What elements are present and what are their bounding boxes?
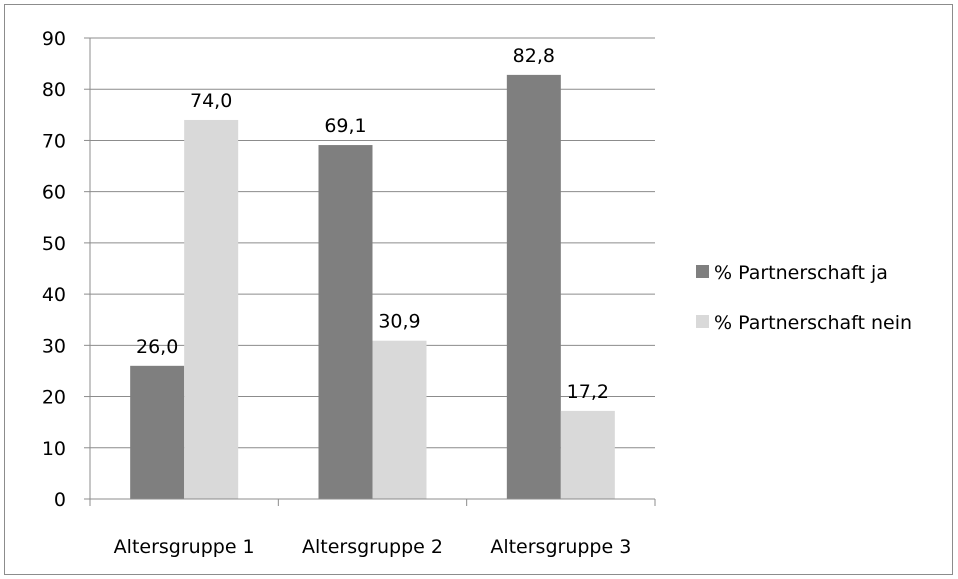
data-label: 17,2 xyxy=(567,381,609,403)
y-tick-label: 10 xyxy=(42,438,66,460)
data-labels: 26,0 74,0 69,1 30,9 82,8 17,2 xyxy=(136,45,609,403)
y-tick-label: 60 xyxy=(42,182,66,204)
y-tick-label: 40 xyxy=(42,284,66,306)
y-tick-label: 0 xyxy=(54,489,66,511)
y-tick-label: 80 xyxy=(42,79,66,101)
data-label: 26,0 xyxy=(136,336,178,358)
legend-swatch xyxy=(696,265,709,278)
y-tick-label: 30 xyxy=(42,335,66,357)
bar xyxy=(318,145,373,499)
x-category-label: Altersgruppe 3 xyxy=(490,536,631,558)
y-tick-label: 90 xyxy=(42,28,66,50)
x-category-label: Altersgruppe 2 xyxy=(302,536,443,558)
y-tick-label: 50 xyxy=(42,233,66,255)
bars xyxy=(130,74,615,499)
legend-label: % Partnerschaft nein xyxy=(714,312,912,334)
y-axis-ticks: 0 10 20 30 40 50 60 70 80 90 xyxy=(42,28,90,511)
x-category-label: Altersgruppe 1 xyxy=(114,536,255,558)
data-label: 82,8 xyxy=(513,45,555,67)
x-axis-ticks: Altersgruppe 1 Altersgruppe 2 Altersgruppe… xyxy=(89,499,656,558)
data-label: 30,9 xyxy=(378,311,420,333)
bar xyxy=(560,410,615,499)
legend-swatch xyxy=(696,315,709,328)
y-tick-label: 70 xyxy=(42,130,66,152)
legend-label: % Partnerschaft ja xyxy=(714,262,888,284)
bar xyxy=(184,119,239,499)
data-label: 74,0 xyxy=(190,90,232,112)
axes xyxy=(89,38,655,500)
bar xyxy=(372,340,427,499)
data-label: 69,1 xyxy=(324,115,366,137)
legend: % Partnerschaft ja % Partnerschaft nein xyxy=(696,262,912,334)
bar xyxy=(130,365,185,499)
y-tick-label: 20 xyxy=(42,387,66,409)
bar xyxy=(506,74,561,499)
